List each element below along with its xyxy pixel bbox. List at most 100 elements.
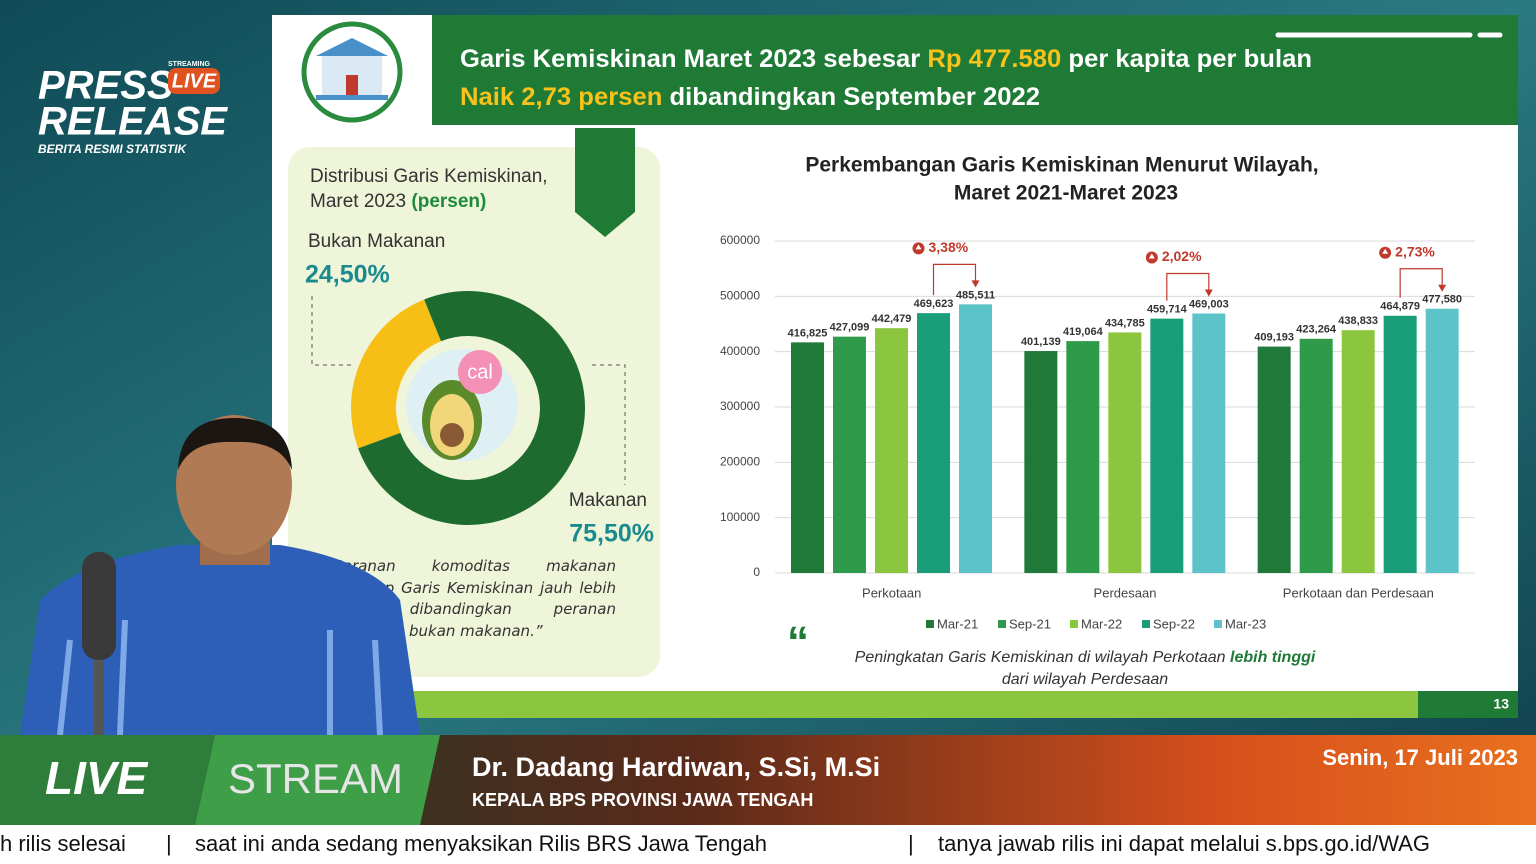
ticker-text: saat ini anda sedang menyaksikan Rilis B… [195, 831, 767, 856]
bar [1066, 341, 1100, 573]
quote-mark: “ [787, 618, 809, 667]
annotation-arrow [1204, 289, 1213, 297]
ticker-separator: | [166, 831, 172, 856]
live-box [0, 735, 215, 825]
bar [1383, 315, 1417, 573]
legend-swatch [1214, 620, 1222, 628]
donut-chart [351, 291, 585, 526]
header-icon [301, 21, 403, 123]
annotation-arrow [971, 280, 980, 288]
value-label: 459,714 [1147, 304, 1188, 316]
bar [833, 336, 866, 573]
donut-title: Distribusi Garis Kemiskinan, [310, 166, 548, 187]
annotation-label: 3,38% [929, 239, 969, 255]
building-base [316, 95, 388, 100]
annotation-arrow [1438, 284, 1447, 292]
logo-release: RELEASE [38, 100, 228, 144]
ribbon [575, 128, 635, 237]
y-tick-label: 300000 [720, 399, 760, 413]
cal-bubble [458, 350, 502, 394]
bar [1425, 308, 1459, 573]
value-label: 469,623 [914, 298, 954, 310]
bar [1192, 313, 1226, 573]
x-tick-label: Perkotaan [862, 585, 921, 600]
presenter-head [176, 415, 292, 555]
stream-box [195, 735, 440, 825]
bar [1257, 346, 1291, 573]
live-label: LIVE [45, 752, 149, 804]
donut-title: Maret 2023 (persen) [310, 191, 486, 212]
bar [1341, 330, 1375, 573]
annotation-icon-arrow [1382, 248, 1389, 254]
donut-category-label: Makanan [569, 490, 647, 511]
chart-title: Perkembangan Garis Kemiskinan Menurut Wi… [805, 154, 1318, 177]
legend-label: Sep-22 [1153, 616, 1195, 631]
legend-label: Sep-21 [1009, 616, 1051, 631]
value-label: 469,003 [1189, 298, 1229, 310]
logo-streaming: STREAMING [168, 61, 211, 68]
header-highlight: Naik 2,73 persen [460, 83, 662, 111]
logo-subtitle: BERITA RESMI STATISTIK [38, 142, 188, 156]
microphone-stand [94, 660, 104, 735]
logo-press: PRESS [38, 64, 174, 108]
header-text: dibandingkan September 2022 [670, 83, 1040, 111]
legend-swatch [926, 620, 934, 628]
donut-category-label: Bukan Makanan [308, 231, 445, 252]
value-label: 401,139 [1021, 336, 1061, 348]
value-label: 438,833 [1338, 315, 1378, 327]
donut-value-label: 75,50% [569, 520, 654, 548]
value-label: 427,099 [830, 322, 870, 334]
annotation-label: 2,02% [1162, 248, 1202, 264]
avocado-seed [440, 423, 464, 447]
ticker-text: h rilis selesai [0, 831, 126, 856]
speaker-name: Dr. Dadang Hardiwan, S.Si, M.Si [472, 752, 880, 782]
presenter-hair [178, 418, 292, 470]
broadcast-date: Senin, 17 Juli 2023 [1322, 745, 1518, 770]
value-label: 477,580 [1422, 294, 1462, 306]
header-line-2: Naik 2,73 persen dibandingkan September … [460, 83, 1040, 111]
leader-line [311, 296, 355, 366]
legend-swatch [1142, 620, 1150, 628]
donut-value-label: 24,50% [305, 261, 390, 289]
header-highlight: Rp 477.580 [927, 45, 1061, 73]
header-text: Garis Kemiskinan Maret 2023 sebesar [460, 45, 920, 73]
microphone [82, 552, 116, 660]
value-label: 419,064 [1063, 326, 1104, 338]
y-tick-label: 200000 [720, 455, 760, 469]
bar-chart: 0 100000 200000 300000 400000 500000 600000 Per… [720, 233, 1475, 631]
bar [1299, 338, 1333, 573]
annotation-bracket [1166, 272, 1210, 301]
ticker-text: tanya jawab rilis ini dapat melalui s.bp… [938, 831, 1430, 856]
donut-segment [351, 299, 442, 449]
bar [1108, 332, 1142, 573]
value-label: 423,264 [1296, 324, 1337, 336]
y-tick-label: 100000 [720, 510, 760, 524]
page-number-box [1418, 691, 1518, 718]
value-label: 464,879 [1380, 301, 1420, 313]
legend-swatch [998, 620, 1006, 628]
y-tick-label: 0 [753, 565, 760, 579]
value-label: 409,193 [1254, 331, 1294, 343]
x-tick-label: Perkotaan dan Perdesaan [1283, 585, 1434, 600]
annotation-bracket [1399, 268, 1443, 298]
legend-label: Mar-23 [1225, 616, 1266, 631]
presenter-shirt [20, 545, 420, 735]
ticker-separator: | [908, 831, 914, 856]
donut-quote: “Peranan komoditas makanan terhadap Gari… [326, 557, 616, 640]
bar [959, 304, 992, 573]
annotation-icon-arrow [1148, 253, 1155, 259]
y-tick-label: 500000 [720, 289, 760, 303]
y-tick-label: 600000 [720, 233, 760, 247]
donut-segment [358, 291, 585, 526]
bar [791, 342, 824, 573]
logo-live-badge [168, 68, 220, 94]
donut-unit: (persen) [411, 191, 486, 212]
ticker-bar [0, 825, 1536, 864]
bar [917, 313, 950, 573]
value-label: 485,511 [956, 289, 995, 301]
donut-title-text: Maret 2023 [310, 191, 406, 212]
chart-quote-text: Peningkatan Garis Kemiskinan di wilayah … [855, 649, 1226, 666]
